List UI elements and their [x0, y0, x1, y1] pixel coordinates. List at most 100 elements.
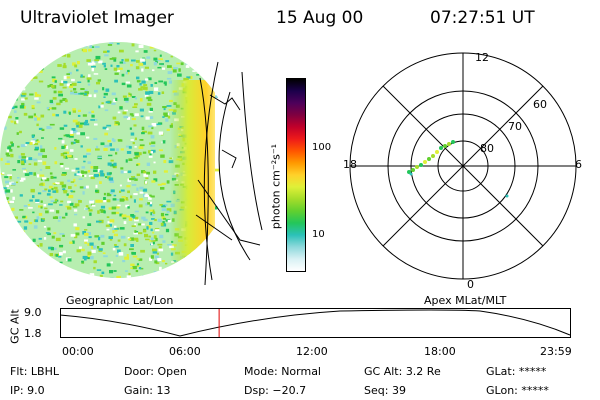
speckle-dot: [7, 83, 12, 87]
speckle-dot: [89, 212, 92, 216]
speckle-dot: [58, 137, 63, 140]
speckle-dot: [60, 181, 64, 185]
speckle-dot: [38, 152, 43, 156]
speckle-dot: [139, 191, 144, 194]
speckle-dot: [49, 172, 53, 175]
speckle-dot: [88, 175, 93, 177]
speckle-dot: [145, 203, 149, 206]
speckle-dot: [107, 162, 112, 166]
speckle-dot: [79, 246, 82, 249]
speckle-dot: [171, 272, 174, 275]
speckle-dot: [63, 75, 67, 80]
speckle-dot: [117, 70, 120, 72]
speckle-dot: [150, 145, 156, 147]
speckle-dot: [112, 139, 116, 143]
speckle-dot: [123, 61, 126, 64]
speckle-dot: [9, 176, 12, 180]
speckle-dot: [62, 152, 68, 155]
speckle-dot: [23, 64, 27, 66]
speckle-dot: [160, 212, 165, 217]
speckle-dot: [97, 79, 101, 82]
speckle-dot: [185, 268, 190, 271]
speckle-dot: [153, 161, 156, 164]
speckle-dot: [21, 162, 25, 166]
speckle-dot: [131, 215, 136, 218]
speckle-dot: [130, 64, 133, 67]
status-gc-alt: GC Alt: 3.2 Re: [364, 365, 441, 378]
speckle-dot: [51, 188, 54, 191]
speckle-dot: [91, 67, 94, 72]
speckle-dot: [6, 154, 11, 157]
speckle-dot: [167, 220, 172, 223]
speckle-dot: [55, 254, 58, 257]
speckle-dot: [165, 50, 168, 52]
speckle-dot: [135, 50, 139, 53]
speckle-dot: [114, 79, 118, 83]
speckle-dot: [139, 144, 145, 147]
speckle-dot: [155, 59, 161, 62]
speckle-dot: [29, 276, 33, 278]
speckle-dot: [12, 64, 16, 68]
speckle-dot: [100, 234, 105, 238]
speckle-dot: [5, 224, 10, 228]
speckle-dot: [162, 116, 165, 118]
speckle-dot: [8, 74, 11, 77]
speckle-dot: [108, 177, 114, 181]
speckle-dot: [155, 237, 158, 242]
speckle-dot: [63, 110, 67, 114]
speckle-dot: [113, 67, 118, 71]
speckle-dot: [144, 94, 149, 98]
speckle-dot: [42, 190, 47, 192]
speckle-dot: [51, 85, 55, 88]
speckle-dot: [61, 273, 65, 277]
speckle-dot: [150, 240, 156, 242]
speckle-dot: [148, 150, 152, 154]
speckle-dot: [10, 53, 14, 57]
speckle-dot: [151, 212, 155, 217]
speckle-dot: [81, 260, 84, 263]
speckle-dot: [136, 60, 140, 63]
speckle-dot: [65, 99, 68, 103]
speckle-dot: [39, 67, 44, 70]
speckle-dot: [12, 169, 16, 171]
speckle-dot: [133, 105, 137, 108]
speckle-dot: [20, 94, 26, 97]
speckle-dot: [59, 51, 65, 53]
speckle-dot: [125, 99, 129, 103]
speckle-dot: [47, 258, 51, 263]
speckle-dot: [53, 276, 58, 278]
speckle-dot: [52, 182, 56, 185]
speckle-dot: [157, 279, 160, 282]
speckle-dot: [9, 99, 13, 102]
speckle-dot: [44, 178, 50, 182]
speckle-dot: [158, 271, 164, 274]
speckle-dot: [16, 119, 19, 124]
speckle-dot: [150, 255, 154, 259]
speckle-dot: [61, 80, 64, 84]
speckle-dot: [53, 186, 58, 190]
speckle-dot: [46, 259, 50, 262]
speckle-dot: [134, 103, 138, 106]
speckle-dot: [40, 145, 43, 149]
speckle-dot: [40, 52, 44, 55]
speckle-dot: [93, 266, 96, 270]
speckle-dot: [23, 62, 28, 65]
speckle-dot: [79, 275, 84, 278]
speckle-dot: [127, 237, 131, 239]
speckle-dot: [86, 77, 92, 80]
polar-label-6: 6: [575, 158, 582, 171]
speckle-dot: [106, 216, 110, 218]
speckle-dot: [23, 170, 27, 173]
speckle-dot: [109, 277, 114, 278]
speckle-dot: [3, 47, 8, 52]
speckle-dot: [68, 186, 72, 189]
speckle-dot: [149, 203, 153, 207]
speckle-dot: [82, 216, 86, 219]
speckle-dot: [150, 195, 155, 198]
speckle-dot: [20, 144, 26, 147]
speckle-dot: [57, 220, 61, 222]
speckle-dot: [114, 228, 118, 232]
speckle-dot: [114, 228, 119, 230]
speckle-dot: [50, 200, 54, 202]
speckle-dot: [159, 54, 162, 57]
